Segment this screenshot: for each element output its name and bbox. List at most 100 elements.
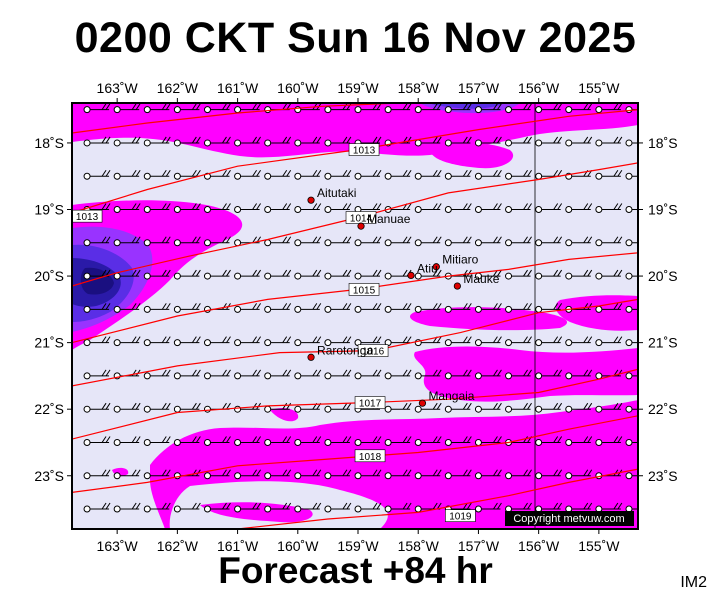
wind-barb-feather bbox=[376, 103, 382, 110]
station-circle bbox=[264, 505, 272, 513]
wind-barb-feather bbox=[644, 170, 648, 176]
place-label: Mangaia bbox=[428, 389, 474, 403]
station-circle bbox=[113, 239, 121, 247]
wind-barb-feather bbox=[282, 303, 288, 310]
wind-barb-feather bbox=[286, 169, 292, 177]
wind-barb-feather bbox=[105, 469, 111, 477]
wind-barb-feather bbox=[432, 502, 438, 510]
wind-barb-feather bbox=[191, 402, 197, 410]
station-circle bbox=[474, 139, 482, 147]
station-circle bbox=[113, 172, 121, 180]
wind-barb-feather bbox=[222, 303, 227, 310]
station-circle bbox=[83, 372, 91, 380]
wind-barb-feather bbox=[161, 469, 167, 477]
station-circle bbox=[444, 206, 452, 213]
station-circle bbox=[294, 438, 302, 446]
wind-barb-feather bbox=[497, 502, 502, 510]
station-circle bbox=[354, 305, 362, 313]
wind-barb-feather bbox=[583, 469, 589, 477]
wind-barb-feather bbox=[346, 203, 352, 210]
wind-barb-feather bbox=[497, 203, 502, 210]
station-circle bbox=[264, 305, 272, 313]
rain-region bbox=[428, 103, 505, 109]
wind-barb-feather bbox=[191, 236, 197, 244]
wind-barb-feather bbox=[466, 469, 472, 477]
station-circle bbox=[324, 405, 332, 413]
station-circle bbox=[83, 305, 91, 313]
station-circle bbox=[173, 139, 181, 147]
station-circle bbox=[203, 339, 211, 347]
wind-barb-feather bbox=[466, 203, 472, 210]
wind-barb-feather bbox=[286, 269, 292, 277]
wind-barb-feather bbox=[557, 236, 563, 244]
wind-barb-feather bbox=[316, 469, 322, 477]
station-circle bbox=[414, 505, 422, 513]
station-circle bbox=[625, 472, 633, 480]
wind-barb-feather bbox=[105, 336, 111, 343]
station-circle bbox=[234, 405, 242, 413]
wind-barb-feather bbox=[617, 136, 623, 144]
isobar-label: 1018 bbox=[359, 452, 382, 463]
lon-label-top: 162˚W bbox=[157, 80, 199, 96]
wind-barb-feather bbox=[191, 269, 197, 277]
wind-barb-feather bbox=[135, 469, 141, 477]
station-circle bbox=[113, 339, 121, 347]
station-circle bbox=[625, 172, 633, 180]
wind-barb-feather bbox=[557, 436, 563, 443]
wind-barb-feather bbox=[583, 502, 589, 510]
lat-label-left: 23˚S bbox=[34, 468, 64, 484]
wind-barb-feather bbox=[191, 469, 197, 477]
station-circle bbox=[474, 106, 482, 114]
wind-barb-feather bbox=[316, 303, 322, 310]
wind-barb-feather bbox=[131, 269, 137, 277]
station-circle bbox=[535, 372, 543, 380]
axis-ticks: 163˚W 163˚W 162˚W 162˚W 161˚W 161˚W 160˚W 160˚W… bbox=[34, 80, 677, 554]
station-circle bbox=[143, 505, 151, 513]
wind-barb-feather bbox=[191, 369, 197, 377]
station-circle bbox=[535, 272, 543, 280]
wind-barb-feather bbox=[406, 203, 412, 210]
station-circle bbox=[565, 438, 573, 446]
wind-barb-feather bbox=[527, 502, 532, 510]
station-circle bbox=[595, 372, 603, 380]
wind-barb-feather bbox=[402, 469, 408, 477]
wind-barb-feather bbox=[161, 402, 167, 410]
station-circle bbox=[294, 372, 302, 380]
wind-barb-feather bbox=[587, 203, 593, 210]
wind-barb-feather bbox=[165, 436, 171, 443]
wind-barb-feather bbox=[165, 469, 171, 477]
wind-barb-feather bbox=[316, 436, 322, 443]
station-circle bbox=[264, 339, 272, 347]
wind-barb-feather bbox=[523, 436, 528, 443]
place-label: Manuae bbox=[367, 212, 411, 226]
wind-barb-feather bbox=[617, 103, 623, 110]
station-circle bbox=[203, 472, 211, 480]
wind-barb-feather bbox=[161, 436, 167, 443]
station-circle bbox=[173, 272, 181, 280]
wind-barb-feather bbox=[286, 136, 292, 144]
wind-barb-feather bbox=[191, 136, 197, 144]
wind-barb-feather bbox=[312, 369, 318, 377]
wind-barb-feather bbox=[131, 436, 137, 443]
wind-barb-feather bbox=[527, 236, 532, 244]
wind-barb-feather bbox=[286, 303, 292, 310]
station-circle bbox=[143, 272, 151, 280]
station-circle bbox=[565, 472, 573, 480]
station-circle bbox=[264, 206, 272, 213]
wind-barb-feather bbox=[613, 436, 619, 443]
station-circle bbox=[474, 206, 482, 213]
wind-barb-feather bbox=[226, 236, 231, 244]
isobar-label: 1016 bbox=[362, 347, 385, 358]
wind-barb-feather bbox=[222, 103, 227, 110]
wind-barb-feather bbox=[165, 303, 171, 310]
wind-barb-feather bbox=[342, 436, 348, 443]
wind-barb-feather bbox=[282, 469, 288, 477]
wind-barb-feather bbox=[523, 369, 528, 377]
station-circle bbox=[203, 505, 211, 513]
wind-barb-feather bbox=[372, 169, 378, 177]
wind-barb-feather bbox=[161, 502, 167, 510]
wind-barb-feather bbox=[282, 369, 288, 377]
lon-label-top: 157˚W bbox=[458, 80, 500, 96]
station-circle bbox=[444, 438, 452, 446]
